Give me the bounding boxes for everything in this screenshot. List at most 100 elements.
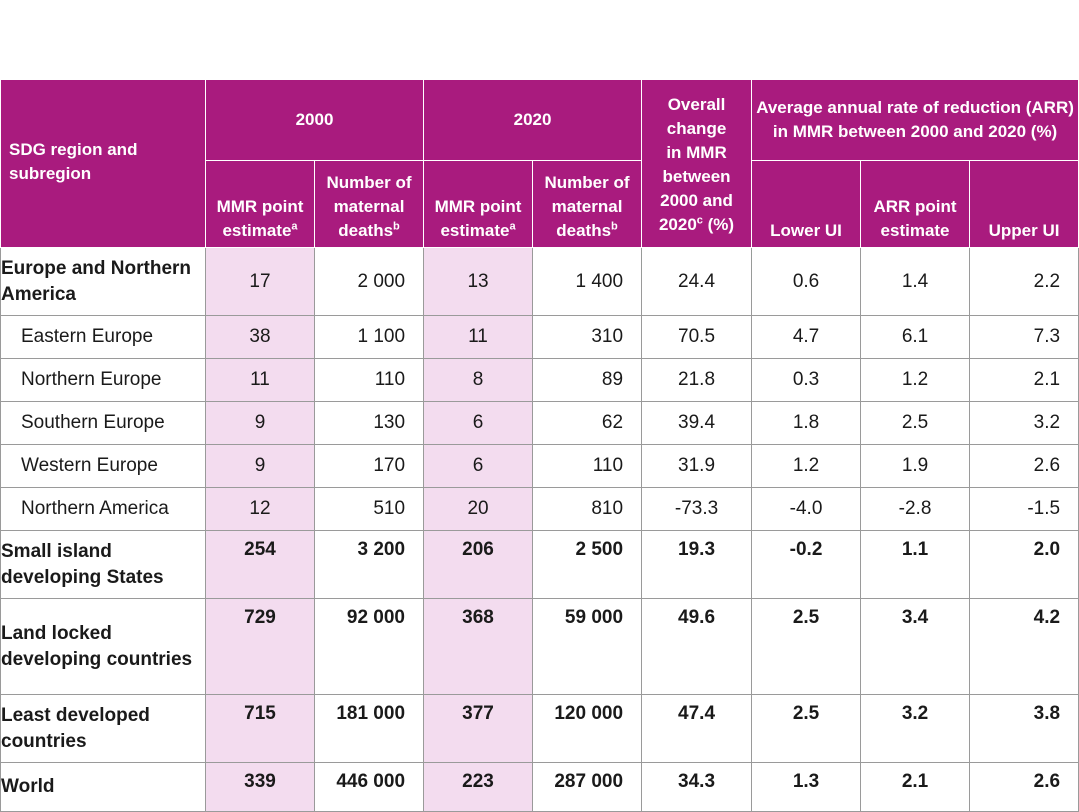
header-region: SDG region and subregion	[0, 79, 206, 248]
cell-lower-ui: 1.2	[751, 444, 862, 488]
cell-deaths-2020: 120 000	[532, 694, 643, 763]
table-row: Northern America 12 510 20 810 -73.3 -4.…	[0, 487, 1079, 531]
cell-deaths-2000: 181 000	[313, 694, 425, 763]
header-mmr-2000: MMR point estimatea	[205, 160, 315, 248]
cell-deaths-2000: 110	[313, 358, 425, 402]
cell-mmr-2020: 368	[423, 598, 534, 695]
header-overall-change: Overall change in MMR between 2000 and 2…	[641, 79, 753, 248]
table-row: Small island developing States 254 3 200…	[0, 530, 1079, 599]
table-row: Western Europe 9 170 6 110 31.9 1.2 1.9 …	[0, 444, 1079, 488]
cell-lower-ui: 1.3	[751, 762, 862, 812]
header-mmr-2020: MMR point estimatea	[423, 160, 534, 248]
cell-lower-ui: 2.5	[751, 694, 862, 763]
header-upper-ui: Upper UI	[969, 160, 1079, 248]
cell-upper-ui: 7.3	[969, 315, 1079, 359]
cell-mmr-2020: 377	[423, 694, 534, 763]
cell-deaths-2020: 110	[532, 444, 643, 488]
cell-deaths-2020: 89	[532, 358, 643, 402]
cell-overall-change: 19.3	[641, 530, 753, 599]
cell-deaths-2020: 1 400	[532, 247, 643, 316]
cell-lower-ui: 2.5	[751, 598, 862, 695]
cell-mmr-2000: 339	[205, 762, 315, 812]
cell-region: Southern Europe	[0, 401, 206, 445]
cell-region: Land locked developing countries	[0, 598, 206, 695]
cell-overall-change: 34.3	[641, 762, 753, 812]
header-lower-ui: Lower UI	[751, 160, 862, 248]
cell-deaths-2000: 510	[313, 487, 425, 531]
cell-region: Northern Europe	[0, 358, 206, 402]
cell-arr-point: 2.5	[860, 401, 971, 445]
cell-mmr-2020: 223	[423, 762, 534, 812]
cell-upper-ui: 2.1	[969, 358, 1079, 402]
cell-mmr-2000: 17	[205, 247, 315, 316]
cell-lower-ui: 0.3	[751, 358, 862, 402]
cell-upper-ui: 2.0	[969, 530, 1079, 599]
table-body: Europe and Northern America 17 2 000 13 …	[0, 247, 1079, 812]
cell-region: Northern America	[0, 487, 206, 531]
cell-mmr-2020: 6	[423, 401, 534, 445]
cell-mmr-2000: 38	[205, 315, 315, 359]
cell-overall-change: 21.8	[641, 358, 753, 402]
cell-deaths-2020: 59 000	[532, 598, 643, 695]
cell-upper-ui: 2.6	[969, 762, 1079, 812]
cell-mmr-2020: 6	[423, 444, 534, 488]
header-year-2000: 2000	[204, 79, 425, 161]
cell-deaths-2020: 287 000	[532, 762, 643, 812]
cell-overall-change: 39.4	[641, 401, 753, 445]
cell-deaths-2000: 130	[313, 401, 425, 445]
cell-arr-point: -2.8	[860, 487, 971, 531]
cell-arr-point: 6.1	[860, 315, 971, 359]
cell-mmr-2000: 254	[205, 530, 315, 599]
cell-mmr-2020: 13	[423, 247, 534, 316]
cell-mmr-2020: 206	[423, 530, 534, 599]
cell-deaths-2020: 2 500	[532, 530, 643, 599]
cell-arr-point: 1.2	[860, 358, 971, 402]
cell-overall-change: 24.4	[641, 247, 753, 316]
cell-upper-ui: 4.2	[969, 598, 1079, 695]
cell-deaths-2000: 170	[313, 444, 425, 488]
cell-mmr-2000: 715	[205, 694, 315, 763]
header-year-2020: 2020	[423, 79, 643, 161]
cell-lower-ui: -0.2	[751, 530, 862, 599]
cell-lower-ui: 4.7	[751, 315, 862, 359]
cell-overall-change: -73.3	[641, 487, 753, 531]
cell-upper-ui: 3.2	[969, 401, 1079, 445]
cell-upper-ui: 2.2	[969, 247, 1079, 316]
cell-region: Least developed countries	[0, 694, 206, 763]
cell-deaths-2020: 810	[532, 487, 643, 531]
cell-mmr-2000: 12	[205, 487, 315, 531]
header-deaths-2020: Number of maternal deathsb	[532, 160, 643, 248]
header-arr: Average annual rate of reduction (ARR) i…	[751, 79, 1079, 161]
cell-deaths-2000: 1 100	[313, 315, 425, 359]
table-row: Northern Europe 11 110 8 89 21.8 0.3 1.2…	[0, 358, 1079, 402]
header-deaths-2000: Number of maternal deathsb	[313, 160, 425, 248]
cell-arr-point: 3.4	[860, 598, 971, 695]
cell-arr-point: 1.9	[860, 444, 971, 488]
mmr-table: SDG region and subregion 2000 2020 Overa…	[0, 79, 1079, 812]
cell-lower-ui: -4.0	[751, 487, 862, 531]
cell-deaths-2020: 62	[532, 401, 643, 445]
cell-lower-ui: 1.8	[751, 401, 862, 445]
cell-lower-ui: 0.6	[751, 247, 862, 316]
cell-mmr-2000: 9	[205, 444, 315, 488]
cell-arr-point: 1.4	[860, 247, 971, 316]
table-row: World 339 446 000 223 287 000 34.3 1.3 2…	[0, 762, 1079, 812]
cell-deaths-2000: 92 000	[313, 598, 425, 695]
cell-mmr-2000: 11	[205, 358, 315, 402]
cell-upper-ui: -1.5	[969, 487, 1079, 531]
cell-region: Western Europe	[0, 444, 206, 488]
cell-arr-point: 3.2	[860, 694, 971, 763]
table-row: Europe and Northern America 17 2 000 13 …	[0, 247, 1079, 316]
cell-overall-change: 70.5	[641, 315, 753, 359]
mmr-table-container: SDG region and subregion 2000 2020 Overa…	[0, 79, 1079, 812]
cell-region: World	[0, 762, 206, 812]
cell-overall-change: 31.9	[641, 444, 753, 488]
cell-region: Small island developing States	[0, 530, 206, 599]
cell-upper-ui: 2.6	[969, 444, 1079, 488]
cell-upper-ui: 3.8	[969, 694, 1079, 763]
cell-deaths-2020: 310	[532, 315, 643, 359]
cell-region: Europe and Northern America	[0, 247, 206, 316]
cell-mmr-2000: 9	[205, 401, 315, 445]
table-row: Least developed countries 715 181 000 37…	[0, 694, 1079, 763]
cell-mmr-2000: 729	[205, 598, 315, 695]
